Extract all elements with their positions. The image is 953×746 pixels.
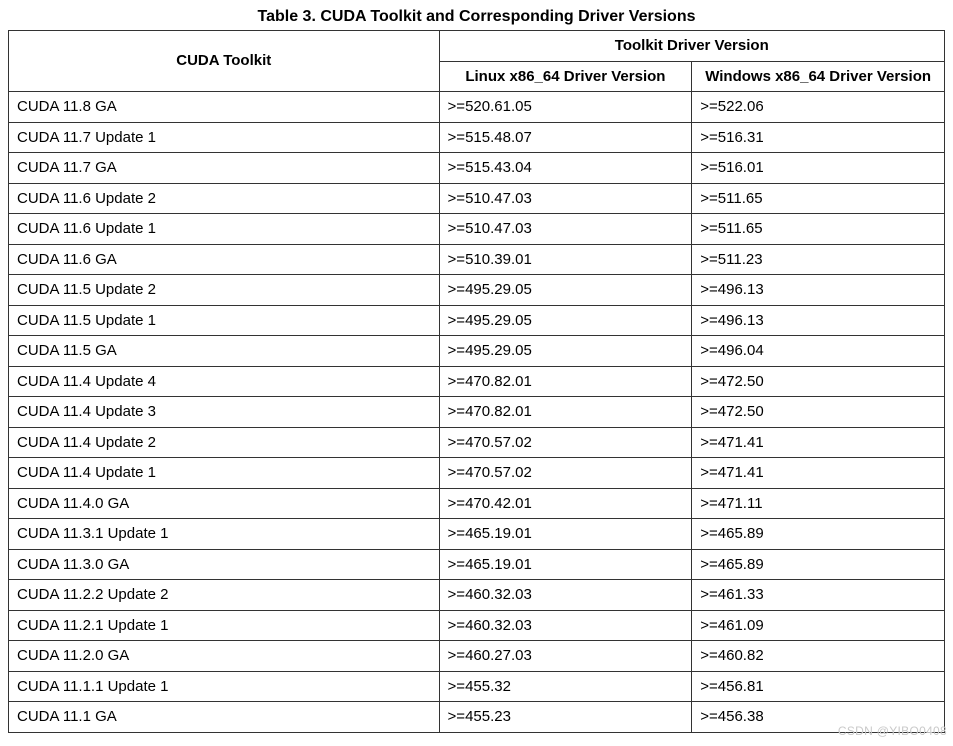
cell-windows: >=522.06 bbox=[692, 92, 945, 123]
table-caption: Table 3. CUDA Toolkit and Corresponding … bbox=[8, 8, 945, 26]
cell-toolkit: CUDA 11.1.1 Update 1 bbox=[9, 671, 440, 702]
header-toolkit: CUDA Toolkit bbox=[9, 31, 440, 92]
cell-toolkit: CUDA 11.2.0 GA bbox=[9, 641, 440, 672]
table-body: CUDA 11.8 GA>=520.61.05>=522.06CUDA 11.7… bbox=[9, 92, 945, 733]
cell-toolkit: CUDA 11.5 Update 2 bbox=[9, 275, 440, 306]
cell-toolkit: CUDA 11.5 Update 1 bbox=[9, 305, 440, 336]
cell-toolkit: CUDA 11.3.0 GA bbox=[9, 549, 440, 580]
cell-windows: >=472.50 bbox=[692, 397, 945, 428]
cell-toolkit: CUDA 11.6 Update 2 bbox=[9, 183, 440, 214]
table-row: CUDA 11.2.2 Update 2>=460.32.03>=461.33 bbox=[9, 580, 945, 611]
cell-windows: >=511.65 bbox=[692, 214, 945, 245]
cell-linux: >=455.32 bbox=[439, 671, 692, 702]
cell-windows: >=472.50 bbox=[692, 366, 945, 397]
table-row: CUDA 11.8 GA>=520.61.05>=522.06 bbox=[9, 92, 945, 123]
cell-linux: >=470.82.01 bbox=[439, 397, 692, 428]
cell-windows: >=461.33 bbox=[692, 580, 945, 611]
table-row: CUDA 11.7 GA>=515.43.04>=516.01 bbox=[9, 153, 945, 184]
cell-windows: >=496.04 bbox=[692, 336, 945, 367]
table-row: CUDA 11.6 Update 1>=510.47.03>=511.65 bbox=[9, 214, 945, 245]
cell-toolkit: CUDA 11.5 GA bbox=[9, 336, 440, 367]
cell-linux: >=495.29.05 bbox=[439, 305, 692, 336]
cell-toolkit: CUDA 11.4.0 GA bbox=[9, 488, 440, 519]
cell-windows: >=511.23 bbox=[692, 244, 945, 275]
cell-linux: >=465.19.01 bbox=[439, 549, 692, 580]
table-row: CUDA 11.4 Update 3>=470.82.01>=472.50 bbox=[9, 397, 945, 428]
cell-windows: >=465.89 bbox=[692, 519, 945, 550]
table-row: CUDA 11.3.0 GA>=465.19.01>=465.89 bbox=[9, 549, 945, 580]
table-row: CUDA 11.4.0 GA>=470.42.01>=471.11 bbox=[9, 488, 945, 519]
header-row-1: CUDA Toolkit Toolkit Driver Version bbox=[9, 31, 945, 62]
cell-linux: >=460.27.03 bbox=[439, 641, 692, 672]
cell-linux: >=470.42.01 bbox=[439, 488, 692, 519]
cell-linux: >=510.39.01 bbox=[439, 244, 692, 275]
table-row: CUDA 11.4 Update 4>=470.82.01>=472.50 bbox=[9, 366, 945, 397]
cell-windows: >=456.81 bbox=[692, 671, 945, 702]
table-row: CUDA 11.4 Update 2>=470.57.02>=471.41 bbox=[9, 427, 945, 458]
cell-toolkit: CUDA 11.4 Update 1 bbox=[9, 458, 440, 489]
table-row: CUDA 11.3.1 Update 1>=465.19.01>=465.89 bbox=[9, 519, 945, 550]
cell-windows: >=461.09 bbox=[692, 610, 945, 641]
cell-toolkit: CUDA 11.3.1 Update 1 bbox=[9, 519, 440, 550]
cell-linux: >=495.29.05 bbox=[439, 275, 692, 306]
cell-toolkit: CUDA 11.2.1 Update 1 bbox=[9, 610, 440, 641]
cell-toolkit: CUDA 11.7 Update 1 bbox=[9, 122, 440, 153]
cell-toolkit: CUDA 11.4 Update 3 bbox=[9, 397, 440, 428]
table-row: CUDA 11.5 GA>=495.29.05>=496.04 bbox=[9, 336, 945, 367]
table-row: CUDA 11.4 Update 1>=470.57.02>=471.41 bbox=[9, 458, 945, 489]
cell-toolkit: CUDA 11.8 GA bbox=[9, 92, 440, 123]
table-row: CUDA 11.5 Update 2>=495.29.05>=496.13 bbox=[9, 275, 945, 306]
table-row: CUDA 11.2.0 GA>=460.27.03>=460.82 bbox=[9, 641, 945, 672]
table-row: CUDA 11.7 Update 1>=515.48.07>=516.31 bbox=[9, 122, 945, 153]
cell-toolkit: CUDA 11.4 Update 4 bbox=[9, 366, 440, 397]
cell-windows: >=496.13 bbox=[692, 275, 945, 306]
table-row: CUDA 11.1.1 Update 1>=455.32>=456.81 bbox=[9, 671, 945, 702]
header-linux: Linux x86_64 Driver Version bbox=[439, 61, 692, 92]
cell-linux: >=510.47.03 bbox=[439, 214, 692, 245]
table-row: CUDA 11.6 GA>=510.39.01>=511.23 bbox=[9, 244, 945, 275]
cell-linux: >=520.61.05 bbox=[439, 92, 692, 123]
table-row: CUDA 11.1 GA>=455.23>=456.38 bbox=[9, 702, 945, 733]
cell-toolkit: CUDA 11.2.2 Update 2 bbox=[9, 580, 440, 611]
cell-toolkit: CUDA 11.4 Update 2 bbox=[9, 427, 440, 458]
cell-linux: >=495.29.05 bbox=[439, 336, 692, 367]
table-row: CUDA 11.5 Update 1>=495.29.05>=496.13 bbox=[9, 305, 945, 336]
cell-linux: >=470.82.01 bbox=[439, 366, 692, 397]
cell-windows: >=516.01 bbox=[692, 153, 945, 184]
cell-linux: >=460.32.03 bbox=[439, 580, 692, 611]
cell-toolkit: CUDA 11.7 GA bbox=[9, 153, 440, 184]
table-row: CUDA 11.2.1 Update 1>=460.32.03>=461.09 bbox=[9, 610, 945, 641]
cell-windows: >=516.31 bbox=[692, 122, 945, 153]
cuda-driver-table: CUDA Toolkit Toolkit Driver Version Linu… bbox=[8, 30, 945, 733]
cell-windows: >=465.89 bbox=[692, 549, 945, 580]
cell-toolkit: CUDA 11.1 GA bbox=[9, 702, 440, 733]
cell-windows: >=471.41 bbox=[692, 427, 945, 458]
cell-toolkit: CUDA 11.6 GA bbox=[9, 244, 440, 275]
cell-linux: >=465.19.01 bbox=[439, 519, 692, 550]
cell-toolkit: CUDA 11.6 Update 1 bbox=[9, 214, 440, 245]
cell-linux: >=515.48.07 bbox=[439, 122, 692, 153]
cell-linux: >=470.57.02 bbox=[439, 427, 692, 458]
cell-windows: >=471.11 bbox=[692, 488, 945, 519]
header-windows: Windows x86_64 Driver Version bbox=[692, 61, 945, 92]
cell-linux: >=515.43.04 bbox=[439, 153, 692, 184]
header-driver-group: Toolkit Driver Version bbox=[439, 31, 944, 62]
cell-windows: >=471.41 bbox=[692, 458, 945, 489]
cell-windows: >=456.38 bbox=[692, 702, 945, 733]
cell-windows: >=460.82 bbox=[692, 641, 945, 672]
cell-windows: >=496.13 bbox=[692, 305, 945, 336]
table-row: CUDA 11.6 Update 2>=510.47.03>=511.65 bbox=[9, 183, 945, 214]
cell-linux: >=510.47.03 bbox=[439, 183, 692, 214]
cell-linux: >=470.57.02 bbox=[439, 458, 692, 489]
cell-windows: >=511.65 bbox=[692, 183, 945, 214]
cell-linux: >=460.32.03 bbox=[439, 610, 692, 641]
cell-linux: >=455.23 bbox=[439, 702, 692, 733]
